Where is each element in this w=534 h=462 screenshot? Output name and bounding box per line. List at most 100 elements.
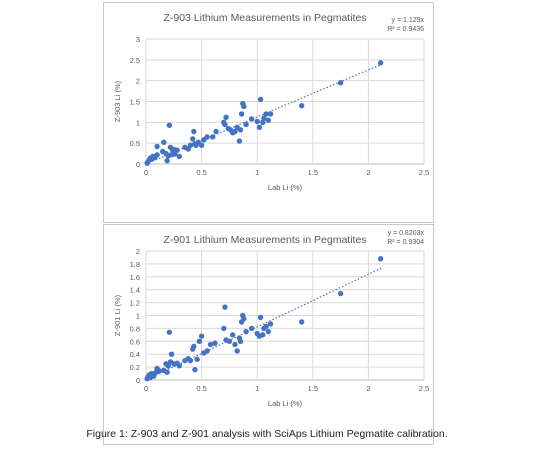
z903-data-point <box>298 102 305 109</box>
z903-data-point <box>337 80 344 86</box>
z903-data-point <box>191 128 197 135</box>
z903-data-point <box>204 134 210 140</box>
z901-data-point <box>243 328 249 335</box>
z903-data-point <box>261 115 267 121</box>
z901-trendline-equation: y = 0.8203x <box>388 230 425 237</box>
z903-x-tick-label: 2.5 <box>419 168 429 177</box>
z901-y-tick-label: 0.4 <box>130 350 140 359</box>
z903-x-axis-label: Lab Li (%) <box>268 183 303 192</box>
z901-y-tick-label: 0.8 <box>130 324 140 333</box>
z901-data-point <box>260 332 266 338</box>
z901-y-axis-label: Z-901 Li (%) <box>113 294 122 336</box>
z903-data-point <box>267 111 274 117</box>
z903-x-tick-label: 1 <box>255 168 259 177</box>
z901-y-tick-label: 1.8 <box>130 260 140 269</box>
chart-z901: Z-901 Lithium Measurements in Pegmatites… <box>113 230 429 408</box>
z901-x-tick-label: 1 <box>255 384 259 393</box>
figure-caption: Figure 1: Z-903 and Z-901 analysis with … <box>86 428 448 440</box>
z901-data-point <box>176 363 183 369</box>
z903-data-point <box>236 138 243 144</box>
z901-data-point <box>192 366 198 373</box>
z903-data-point <box>248 116 255 122</box>
z901-y-tick-label: 0.6 <box>130 337 140 346</box>
z901-data-point <box>232 341 238 348</box>
z903-data-point <box>190 136 196 142</box>
z901-y-tick-label: 0.2 <box>130 363 140 372</box>
z903-data-point <box>260 119 266 126</box>
z901-data-point <box>207 341 214 348</box>
z903-data-point <box>213 128 219 135</box>
z903-x-tick-label: 1.5 <box>308 168 318 177</box>
z901-data-point <box>187 357 194 364</box>
z903-y-tick-label: 3 <box>136 35 140 44</box>
z903-data-point <box>154 152 160 158</box>
z901-x-tick-label: 2.5 <box>419 384 429 393</box>
z901-data-point <box>221 325 227 332</box>
z903-data-point <box>243 121 249 128</box>
z903-x-tick-label: 0.5 <box>196 168 206 177</box>
z903-data-point <box>187 142 194 148</box>
z903-data-point <box>166 122 173 128</box>
z903-data-point <box>154 143 160 150</box>
z901-data-point <box>377 256 384 262</box>
z901-x-axis-label: Lab Li (%) <box>268 399 303 408</box>
z901-y-tick-label: 1.4 <box>130 286 140 295</box>
z901-data-point <box>237 338 244 344</box>
z901-trendline <box>145 267 383 381</box>
z901-data-point <box>263 323 269 330</box>
z901-y-tick-label: 0 <box>136 376 140 385</box>
z901-x-tick-label: 2 <box>366 384 370 393</box>
z901-data-point <box>267 321 274 327</box>
z901-data-point <box>222 304 228 310</box>
z903-y-tick-label: 0 <box>136 160 140 169</box>
z903-data-point <box>198 142 205 148</box>
z903-data-point <box>223 114 229 121</box>
z903-y-tick-label: 1 <box>136 118 140 127</box>
z901-data-point <box>204 348 210 354</box>
z901-data-point <box>212 340 218 346</box>
z903-data-point <box>174 147 180 153</box>
z901-data-point <box>230 332 236 338</box>
z903-data-point <box>241 103 247 110</box>
z903-data-point <box>164 157 170 164</box>
z903-data-point <box>263 111 269 117</box>
z901-data-point <box>164 369 170 375</box>
z901-data-point <box>248 325 255 332</box>
z901-x-tick-label: 0.5 <box>196 384 206 393</box>
z901-y-tick-label: 1.2 <box>130 299 140 308</box>
z903-data-point <box>238 111 245 117</box>
z903-data-point <box>265 117 272 123</box>
z903-data-point <box>237 127 244 133</box>
z903-x-tick-label: 0 <box>144 168 148 177</box>
z903-data-point <box>232 128 238 135</box>
z901-data-point <box>168 351 175 357</box>
z901-data-point <box>226 338 233 344</box>
z903-data-point <box>254 118 260 125</box>
z903-data-point <box>222 121 228 128</box>
z903-data-point <box>176 153 183 160</box>
z903-data-point <box>161 139 167 146</box>
z903-data-point <box>377 60 384 66</box>
chart-panel-z903: Z-903 Lithium Measurements in Pegmatites… <box>103 2 434 223</box>
z901-data-point <box>241 316 247 322</box>
z901-y-tick-label: 2 <box>136 247 140 256</box>
z903-data-point <box>256 124 263 131</box>
z903-trendline-equation: y = 1.129x <box>392 17 425 24</box>
z903-y-tick-label: 0.5 <box>130 139 140 148</box>
z901-data-point <box>234 348 240 354</box>
z901-data-point <box>265 328 272 335</box>
z901-data-point <box>196 338 203 344</box>
z903-y-tick-label: 2 <box>136 77 140 86</box>
z903-y-tick-label: 2.5 <box>130 56 140 65</box>
z901-data-point <box>156 368 163 374</box>
z903-chart-title: Z-903 Lithium Measurements in Pegmatites <box>163 12 366 24</box>
z901-chart-title: Z-901 Lithium Measurements in Pegmatites <box>163 234 366 246</box>
z901-x-tick-label: 0 <box>144 384 148 393</box>
z901-data-point <box>191 343 197 350</box>
z901-x-tick-label: 1.5 <box>308 384 318 393</box>
z903-y-axis-label: Z-903 Li (%) <box>113 80 122 122</box>
z901-data-point <box>198 333 205 339</box>
z901-y-tick-label: 1.6 <box>130 273 140 282</box>
z901-data-point <box>166 329 173 335</box>
z903-x-tick-label: 2 <box>366 168 370 177</box>
